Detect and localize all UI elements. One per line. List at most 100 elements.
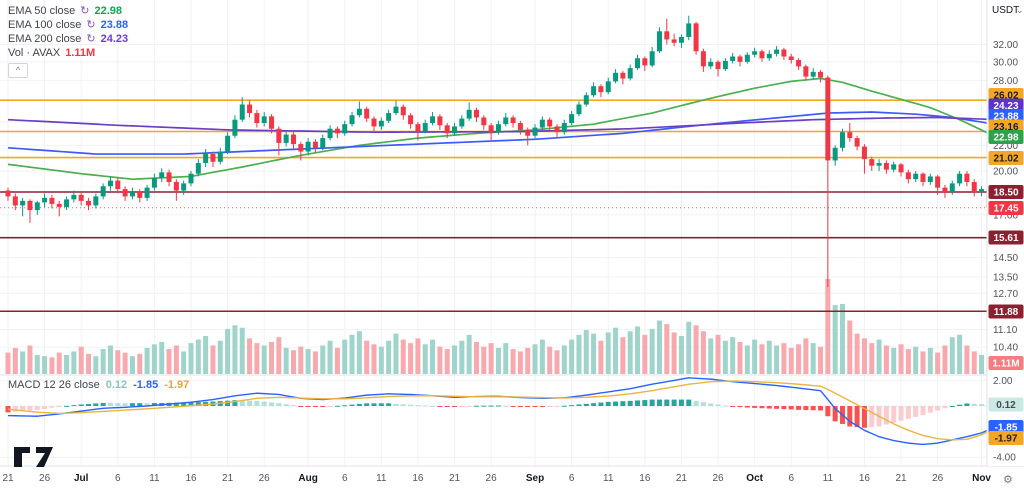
- candle: [949, 183, 955, 192]
- time-axis-label[interactable]: 11: [149, 473, 160, 484]
- legend-ema100[interactable]: EMA 100 close ↻ 23.88: [8, 18, 128, 32]
- volume-bar: [708, 338, 714, 374]
- volume-bar: [715, 334, 721, 374]
- time-axis-label[interactable]: 16: [859, 473, 871, 484]
- candle: [957, 173, 963, 184]
- volume-bar: [605, 332, 611, 374]
- macd-histogram-bar: [64, 405, 70, 407]
- candle: [927, 176, 933, 182]
- macd-histogram-bar: [386, 403, 392, 406]
- time-axis-label[interactable]: 16: [185, 473, 197, 484]
- time-axis-label[interactable]: 26: [39, 473, 51, 484]
- candle: [364, 108, 370, 119]
- time-axis-label[interactable]: 6: [569, 473, 575, 484]
- macd-histogram-bar: [635, 400, 641, 406]
- legend-ema200-value: 24.23: [100, 33, 129, 45]
- candle: [730, 56, 736, 61]
- time-axis-label[interactable]: 16: [412, 473, 424, 484]
- volume-bar: [122, 352, 128, 374]
- gear-icon[interactable]: ⚙: [1003, 474, 1013, 486]
- time-axis-label[interactable]: 21: [222, 473, 234, 484]
- macd-histogram-bar: [591, 403, 597, 406]
- volume-bar: [64, 355, 70, 374]
- macd-histogram-bar: [715, 404, 721, 406]
- volume-bar: [173, 345, 179, 374]
- volume-bar: [964, 345, 970, 374]
- time-axis-label[interactable]: 6: [342, 473, 348, 484]
- currency-label[interactable]: USDT: [992, 5, 1019, 16]
- candle: [93, 196, 99, 206]
- macd-histogram-bar: [547, 406, 553, 407]
- volume-bar: [181, 351, 187, 374]
- legend-volume[interactable]: Vol · AVAX 1.11M: [8, 46, 128, 60]
- time-axis-label[interactable]: 21: [449, 473, 461, 484]
- time-axis-label[interactable]: Oct: [746, 473, 763, 484]
- candle: [247, 104, 253, 114]
- volume-bar: [364, 340, 370, 374]
- volume-bar: [693, 325, 699, 374]
- candle: [473, 109, 479, 118]
- time-axis-label[interactable]: 26: [486, 473, 498, 484]
- pane-collapse-button[interactable]: ^: [8, 63, 28, 78]
- time-axis-label[interactable]: 26: [259, 473, 271, 484]
- legend-ema50[interactable]: EMA 50 close ↻ 22.98: [8, 4, 128, 18]
- time-axis-label[interactable]: 6: [115, 473, 121, 484]
- time-axis-label[interactable]: 11: [823, 473, 834, 484]
- time-axis-label[interactable]: 11: [376, 473, 387, 484]
- volume-bar: [913, 346, 919, 374]
- macd-signal-line: [7, 380, 990, 441]
- volume-bar: [591, 333, 597, 374]
- candle: [159, 172, 165, 178]
- volume-bar: [225, 328, 231, 374]
- volume-bar: [129, 356, 135, 374]
- loading-icon: ↻: [86, 33, 96, 45]
- time-axis-label[interactable]: 21: [2, 473, 14, 484]
- macd-histogram-bar: [371, 403, 377, 406]
- macd-histogram-bar: [583, 403, 589, 406]
- candle: [312, 141, 318, 148]
- volume-bar: [847, 320, 853, 374]
- macd-histogram-bar: [12, 406, 18, 412]
- volume-bar: [386, 340, 392, 374]
- volume-bar: [27, 345, 33, 374]
- time-axis-label[interactable]: 26: [932, 473, 944, 484]
- macd-histogram-bar: [444, 406, 450, 407]
- macd-legend[interactable]: MACD 12 26 close 0.12 -1.85 -1.97: [8, 379, 189, 391]
- candle: [86, 200, 92, 206]
- macd-histogram-bar: [276, 403, 282, 406]
- legend-ema200[interactable]: EMA 200 close ↻ 24.23: [8, 32, 128, 46]
- macd-histogram-bar: [488, 405, 494, 407]
- volume-bar: [5, 352, 11, 374]
- time-axis-label[interactable]: 21: [676, 473, 688, 484]
- time-axis-label[interactable]: 26: [712, 473, 724, 484]
- candle: [598, 86, 604, 93]
- chevron-down-icon[interactable]: ⌄: [1016, 5, 1024, 15]
- macd-histogram-bar: [671, 399, 677, 406]
- tradingview-logo-icon[interactable]: [36, 447, 53, 467]
- time-axis-label[interactable]: 16: [639, 473, 651, 484]
- time-axis-label[interactable]: 11: [603, 473, 614, 484]
- macd-histogram-bar: [517, 406, 523, 407]
- candle: [327, 128, 333, 139]
- macd-histogram-bar: [481, 405, 487, 407]
- macd-histogram-bar: [225, 400, 231, 406]
- time-axis-label[interactable]: 6: [788, 473, 794, 484]
- price-axis-label: 32.00: [993, 40, 1018, 51]
- time-axis-label[interactable]: 21: [895, 473, 907, 484]
- time-axis-label[interactable]: Nov: [972, 473, 991, 484]
- candle: [210, 154, 216, 162]
- volume-bar: [269, 341, 275, 374]
- tradingview-logo-icon[interactable]: [14, 447, 30, 467]
- volume-bar: [774, 345, 780, 374]
- time-axis-label[interactable]: Aug: [298, 473, 317, 484]
- candle: [488, 125, 494, 133]
- loading-icon: ↻: [80, 5, 90, 17]
- time-axis-label[interactable]: Jul: [74, 473, 89, 484]
- time-axis-label[interactable]: Sep: [526, 473, 544, 484]
- volume-bar: [788, 347, 794, 374]
- candle: [254, 113, 260, 124]
- macd-histogram-bar: [137, 403, 143, 406]
- macd-histogram-bar: [122, 403, 128, 406]
